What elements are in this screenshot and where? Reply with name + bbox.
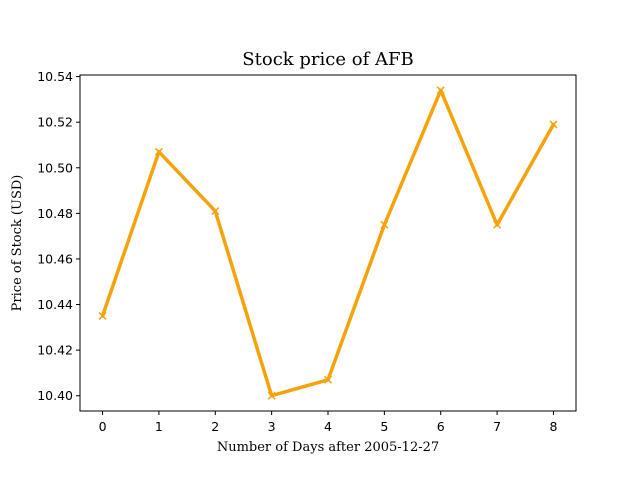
x-tick-label: 7 xyxy=(493,419,501,434)
data-point-marker xyxy=(154,147,163,156)
x-tick-label: 6 xyxy=(437,419,445,434)
x-tick-label: 8 xyxy=(549,419,557,434)
y-tick-label: 10.50 xyxy=(37,160,73,175)
data-point-marker xyxy=(549,120,558,129)
x-axis-label: Number of Days after 2005-12-27 xyxy=(217,440,439,455)
data-point-marker xyxy=(436,86,445,95)
data-point-marker xyxy=(211,207,220,216)
data-point-marker xyxy=(267,391,276,400)
x-tick-label: 0 xyxy=(99,419,107,434)
y-axis-label: Price of Stock (USD) xyxy=(10,175,25,312)
data-point-marker xyxy=(98,311,107,320)
y-tick-label: 10.44 xyxy=(37,297,73,312)
x-tick-label: 2 xyxy=(211,419,219,434)
plot-area: 0 1 2 3 4 5 6 7 8 10.40 10.42 10.44 10.46 10.48 10.50 1… xyxy=(37,69,577,434)
x-tick-label: 5 xyxy=(380,419,388,434)
y-tick-label: 10.40 xyxy=(37,388,73,403)
y-tick-label: 10.42 xyxy=(37,343,73,358)
y-tick-label: 10.48 xyxy=(37,206,73,221)
data-point-marker xyxy=(380,220,389,229)
y-tick-label: 10.52 xyxy=(37,115,73,130)
chart-title: Stock price of AFB xyxy=(242,49,413,70)
y-tick-label: 10.54 xyxy=(37,69,73,84)
y-tick-label: 10.46 xyxy=(37,251,73,266)
plot-frame xyxy=(79,74,577,412)
x-tick-label: 4 xyxy=(324,419,332,434)
x-tick-label: 3 xyxy=(268,419,276,434)
x-tick-label: 1 xyxy=(155,419,163,434)
data-point-marker xyxy=(323,375,333,384)
data-point-marker xyxy=(493,220,502,229)
